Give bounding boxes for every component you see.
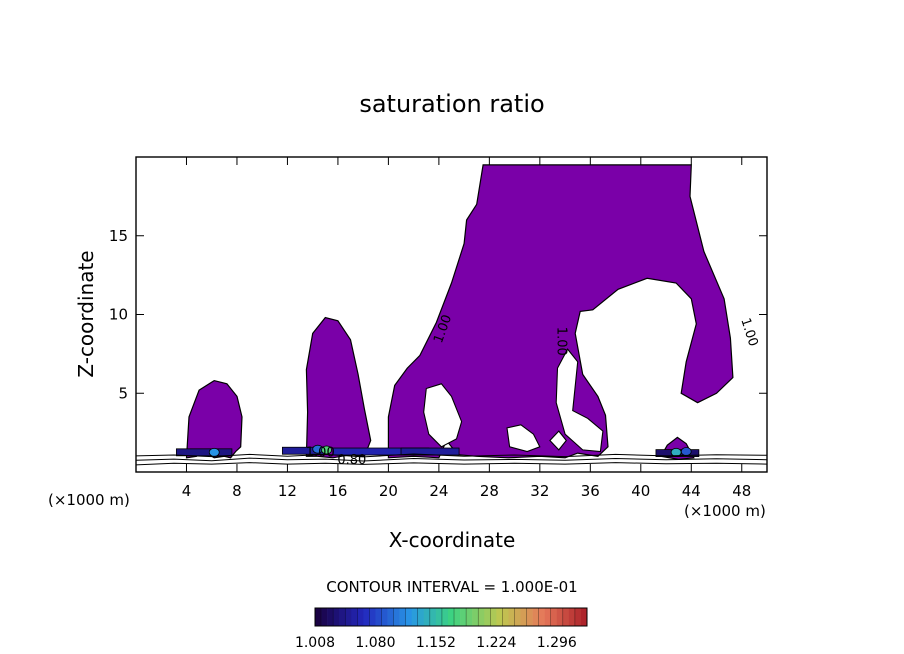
colorbar-label-3: 1.224 bbox=[476, 635, 516, 651]
colorbar-label-0: 1.008 bbox=[295, 635, 335, 651]
spot-0 bbox=[208, 447, 220, 457]
x-tick-label-8: 8 bbox=[232, 482, 242, 500]
colorbar-cell-8 bbox=[363, 608, 370, 626]
colorbar-cell-43 bbox=[574, 608, 582, 626]
colorbar-cell-20 bbox=[435, 608, 443, 626]
colorbar-cell-39 bbox=[550, 608, 558, 626]
x-tick-label-36: 36 bbox=[581, 482, 600, 500]
spot-2 bbox=[321, 445, 332, 455]
region-cloud-x15 bbox=[305, 316, 372, 459]
contour-label-1: 1.00 bbox=[554, 327, 569, 356]
colorbar-cell-7 bbox=[357, 608, 364, 626]
colorbar-cell-35 bbox=[526, 608, 533, 626]
colorbar-cell-36 bbox=[532, 608, 539, 626]
x-axis-title: X-coordinate bbox=[389, 528, 516, 552]
colorbar-cell-1 bbox=[321, 608, 328, 626]
contour-line-near-surface-2 bbox=[136, 457, 767, 462]
colorbar-cell-5 bbox=[345, 608, 352, 626]
x-tick-label-24: 24 bbox=[429, 482, 448, 500]
x-tick-label-20: 20 bbox=[379, 482, 398, 500]
contour-interval-text: CONTOUR INTERVAL = 1.000E-01 bbox=[326, 578, 577, 596]
colorbar-cell-3 bbox=[333, 608, 340, 626]
x-tick-label-28: 28 bbox=[480, 482, 499, 500]
contour-label-4: 0.80 bbox=[337, 453, 366, 468]
colorbar-cell-10 bbox=[375, 608, 382, 626]
colorbar-cell-31 bbox=[502, 608, 509, 626]
x-unit-right: (×1000 m) bbox=[684, 502, 766, 520]
colorbar-cell-30 bbox=[496, 608, 503, 626]
colorbar-cell-11 bbox=[381, 608, 388, 626]
hole-right-center bbox=[555, 348, 604, 453]
colorbar-cell-15 bbox=[405, 608, 413, 626]
colorbar: 1.008 1.080 1.152 1.224 1.296 bbox=[295, 607, 588, 651]
region-cloud-main bbox=[387, 164, 734, 459]
colorbar-label-2: 1.152 bbox=[416, 635, 456, 651]
hole-x33 bbox=[549, 430, 568, 451]
colorbar-cell-26 bbox=[472, 608, 479, 626]
colorbar-cell-34 bbox=[520, 608, 527, 626]
colorbar-cell-9 bbox=[369, 608, 376, 626]
contour-line-near-surface-3 bbox=[136, 453, 767, 458]
contour-label-3: 1.00 bbox=[306, 445, 335, 460]
colorbar-cell-12 bbox=[387, 608, 394, 626]
y-axis-title: Z-coordinate bbox=[74, 250, 98, 377]
plot-area: 1.00 1.00 1.001.000.80 4 8 12 16 20 24 28 32 36 40 4… bbox=[109, 156, 768, 500]
colorbar-cell-24 bbox=[460, 608, 467, 626]
x-tick-label-12: 12 bbox=[278, 482, 297, 500]
x-tick-label-32: 32 bbox=[530, 482, 549, 500]
colorbar-cell-16 bbox=[411, 608, 419, 626]
contour-line-near-surface-1 bbox=[136, 462, 767, 466]
colorbar-cell-17 bbox=[417, 608, 425, 626]
colorbar-cell-18 bbox=[423, 608, 431, 626]
colorbar-cell-32 bbox=[508, 608, 515, 626]
colorbar-frame bbox=[314, 607, 588, 627]
hole-middle bbox=[506, 424, 541, 453]
colorbar-cell-13 bbox=[393, 608, 400, 626]
colorbar-cell-23 bbox=[454, 608, 461, 626]
chart-title: saturation ratio bbox=[359, 90, 544, 118]
x-unit-left: (×1000 m) bbox=[48, 491, 130, 509]
colorbar-cell-27 bbox=[478, 608, 485, 626]
colorbar-cell-25 bbox=[466, 608, 473, 626]
y-tick-label-10: 10 bbox=[109, 306, 128, 324]
unshaded-holes bbox=[423, 348, 604, 453]
colorbar-cell-22 bbox=[447, 608, 455, 626]
x-tick-label-48: 48 bbox=[732, 482, 751, 500]
colorbar-cell-33 bbox=[514, 608, 521, 626]
y-tick-label-15: 15 bbox=[109, 227, 128, 245]
colorbar-cell-37 bbox=[538, 608, 545, 626]
colorbar-label-4: 1.296 bbox=[537, 635, 577, 651]
colorbar-cell-21 bbox=[441, 608, 449, 626]
band-segment-0 bbox=[175, 448, 233, 457]
colorbar-cell-42 bbox=[568, 608, 576, 626]
contour-lines bbox=[136, 453, 767, 466]
colorbar-cell-28 bbox=[484, 608, 491, 626]
colorbar-cell-6 bbox=[351, 608, 358, 626]
x-tick-label-40: 40 bbox=[631, 482, 650, 500]
x-tick-label-16: 16 bbox=[328, 482, 347, 500]
colorbar-label-1: 1.080 bbox=[355, 635, 395, 651]
x-tick-label-44: 44 bbox=[682, 482, 701, 500]
colorbar-cell-4 bbox=[339, 608, 346, 626]
hole-lower-left bbox=[423, 383, 463, 448]
colorbar-cell-29 bbox=[490, 608, 497, 626]
colorbar-cell-14 bbox=[399, 608, 406, 626]
x-tick-label-4: 4 bbox=[182, 482, 192, 500]
colorbar-cell-44 bbox=[580, 608, 588, 626]
colorbar-cell-0 bbox=[315, 608, 322, 626]
colorbar-cell-38 bbox=[544, 608, 552, 626]
spot-4 bbox=[680, 447, 692, 456]
colorbar-cell-19 bbox=[429, 608, 437, 626]
colorbar-cell-2 bbox=[327, 608, 334, 626]
colorbar-cell-40 bbox=[556, 608, 564, 626]
y-tick-label-5: 5 bbox=[118, 384, 128, 402]
colorbar-cell-41 bbox=[562, 608, 570, 626]
